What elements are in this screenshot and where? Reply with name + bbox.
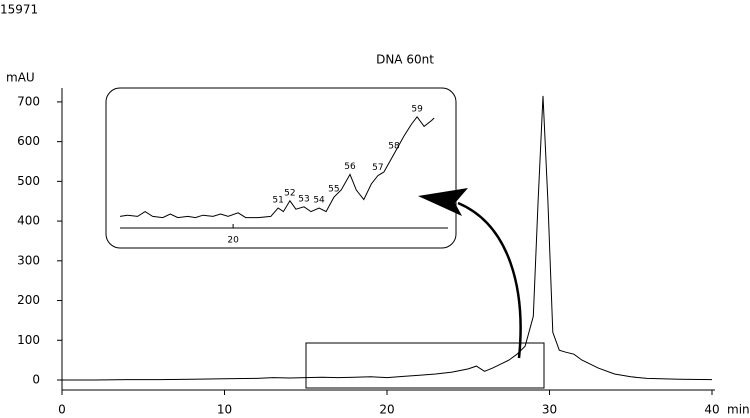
x-tick-label: 40 xyxy=(704,403,719,417)
x-tick-label: 10 xyxy=(217,403,232,417)
peak-label: 59 xyxy=(411,104,423,114)
x-tick-label: 20 xyxy=(379,403,394,417)
y-tick-label: 500 xyxy=(17,174,40,188)
y-tick-label: 700 xyxy=(17,94,40,108)
peak-label: 56 xyxy=(344,162,356,172)
peak-label: 51 xyxy=(272,196,283,206)
x-tick-label: 0 xyxy=(58,403,66,417)
peak-label: 57 xyxy=(372,163,383,173)
peak-label: 55 xyxy=(328,185,339,195)
y-tick-label: 300 xyxy=(17,253,40,267)
trace xyxy=(119,115,435,219)
arrow-head xyxy=(418,188,468,216)
y-tick-label: 200 xyxy=(17,293,40,307)
y-tick-label: 100 xyxy=(17,333,40,347)
zoom-region xyxy=(305,342,545,389)
peak-label: 54 xyxy=(313,196,325,206)
peak-label: 58 xyxy=(388,142,400,152)
inset-box xyxy=(105,87,457,249)
y-tick-label: 600 xyxy=(17,134,40,148)
y-tick-label: 0 xyxy=(32,373,40,387)
sample-id: 15971 xyxy=(0,3,38,17)
chart-title: DNA 60nt xyxy=(376,53,434,67)
y-tick-label: 400 xyxy=(17,214,40,228)
connector-arrow xyxy=(457,201,522,359)
x-axis-label: min xyxy=(727,403,750,417)
x-tick-label: 30 xyxy=(542,403,557,417)
y-axis-label: mAU xyxy=(6,71,35,85)
peak-label: 52 xyxy=(284,188,295,198)
x-tick-label: 20 xyxy=(227,236,239,246)
trace xyxy=(62,95,713,381)
peak-label: 53 xyxy=(298,194,309,204)
